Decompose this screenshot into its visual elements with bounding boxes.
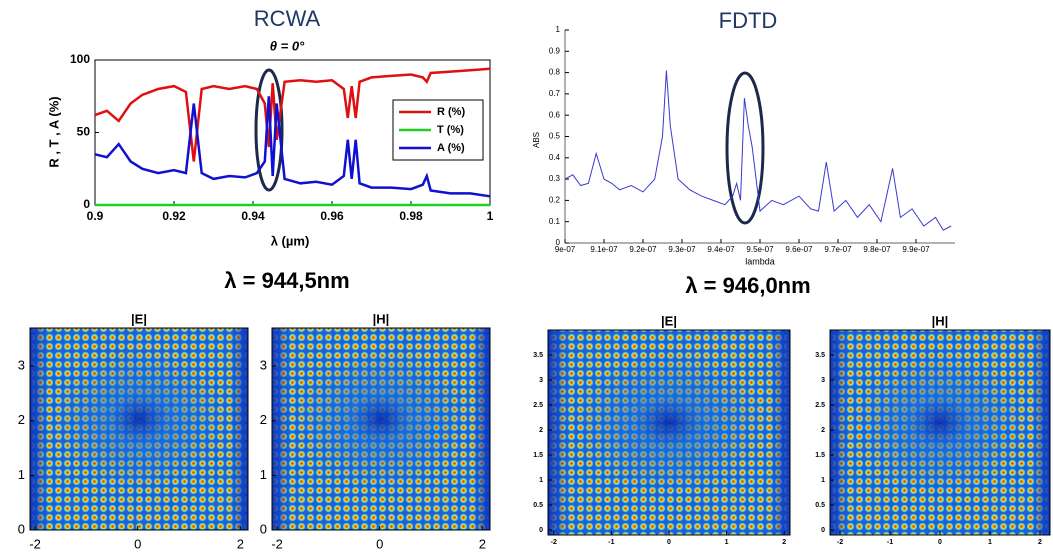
x-axis-label: λ (µm) <box>271 233 310 248</box>
x-tick-label: -1 <box>608 539 614 546</box>
x-tick-label: 0.96 <box>320 209 344 223</box>
x-tick-label: 9.5e-07 <box>746 245 774 254</box>
legend: R (%) T (%) A (%) <box>392 99 484 161</box>
y-tick-label: 3 <box>821 377 825 384</box>
y-tick-label: 1.5 <box>815 452 825 459</box>
x-tick-label: -2 <box>29 536 41 551</box>
y-tick-label: 1.5 <box>533 452 543 459</box>
heatmap-edge <box>830 330 1050 535</box>
x-tick-label: 9.3e-07 <box>668 245 696 254</box>
highlight-ellipse <box>254 68 284 192</box>
y-tick-label: 0.1 <box>549 217 561 226</box>
x-tick-label: 9.6e-07 <box>785 245 813 254</box>
x-tick-label: 9.7e-07 <box>824 245 852 254</box>
y-tick-label: 0.5 <box>533 502 543 509</box>
x-tick-label: -2 <box>837 539 843 546</box>
y-tick-label: 0 <box>539 527 543 534</box>
series-line <box>564 70 952 231</box>
y-tick-label: 1 <box>556 25 561 34</box>
series-line <box>94 96 491 198</box>
x-tick-label: 0.98 <box>399 209 423 223</box>
legend-label: R (%) <box>437 106 465 118</box>
caption: λ = 944,5nm <box>224 268 349 293</box>
x-tick-label: 9.1e-07 <box>590 245 618 254</box>
y-tick-label: 0 <box>556 238 561 247</box>
x-tick-label: 2 <box>237 536 244 551</box>
y-tick-label: 50 <box>77 125 91 139</box>
x-tick-label: 1 <box>725 539 729 546</box>
y-tick-label: 3 <box>18 358 25 373</box>
x-tick-label: 0 <box>938 539 942 546</box>
x-tick-label: 9.8e-07 <box>863 245 891 254</box>
y-tick-label: 2 <box>821 427 825 434</box>
y-tick-label: 0.4 <box>549 153 561 162</box>
x-tick-label: 0 <box>134 536 141 551</box>
caption: λ = 946,0nm <box>685 273 810 298</box>
y-tick-label: 2 <box>260 412 267 427</box>
x-tick-label: 9.9e-07 <box>902 245 930 254</box>
chart-title: |E| <box>661 313 677 328</box>
x-tick-label: 1 <box>988 539 992 546</box>
heatmap-edge <box>30 328 248 530</box>
y-tick-label: 2 <box>18 412 25 427</box>
plot-frame <box>271 327 491 531</box>
heatmap-edge <box>548 330 790 535</box>
y-tick-label: 0.2 <box>549 196 561 205</box>
series-line <box>94 67 491 162</box>
suptitle: RCWA <box>254 6 321 31</box>
y-axis-label: R , T , A (%) <box>46 96 61 167</box>
x-tick-label: 2 <box>479 536 486 551</box>
y-tick-label: 3.5 <box>533 352 543 359</box>
x-tick-label: 9e-07 <box>555 245 576 254</box>
y-tick-label: 0.6 <box>549 110 561 119</box>
x-tick-label: 0 <box>667 539 671 546</box>
legend-label: A (%) <box>437 142 465 154</box>
y-tick-label: 100 <box>70 52 90 66</box>
y-tick-label: 1 <box>821 477 825 484</box>
heatmap-edge <box>272 328 490 530</box>
chart-title: |E| <box>131 311 147 326</box>
x-tick-label: 0.94 <box>241 209 265 223</box>
x-tick-label: 0.92 <box>162 209 186 223</box>
y-tick-label: 0 <box>83 197 90 211</box>
x-tick-label: 0.9 <box>87 209 104 223</box>
y-axis-label: ABS <box>532 132 541 148</box>
x-tick-label: -1 <box>887 539 893 546</box>
chart-title: θ = 0° <box>270 38 305 53</box>
y-tick-label: 0 <box>821 527 825 534</box>
y-tick-label: 1 <box>18 467 25 482</box>
x-tick-label: 9.2e-07 <box>629 245 657 254</box>
legend-label: T (%) <box>437 124 464 136</box>
plot-frame <box>29 327 249 531</box>
y-tick-label: 1 <box>539 477 543 484</box>
x-tick-label: 1 <box>487 209 494 223</box>
y-tick-label: 0.5 <box>815 502 825 509</box>
x-axis-label: lambda <box>745 256 775 266</box>
y-tick-label: 0.7 <box>549 89 561 98</box>
y-tick-label: 2 <box>539 427 543 434</box>
suptitle: FDTD <box>719 8 778 33</box>
chart-title: |H| <box>932 313 949 328</box>
y-tick-label: 3 <box>260 358 267 373</box>
chart-title: |H| <box>373 311 390 326</box>
x-tick-label: 2 <box>782 539 786 546</box>
y-tick-label: 0 <box>260 521 267 536</box>
x-tick-label: -2 <box>271 536 283 551</box>
y-tick-label: 3.5 <box>815 352 825 359</box>
y-tick-label: 0.9 <box>549 46 561 55</box>
y-tick-label: 0.8 <box>549 68 561 77</box>
x-tick-label: 0 <box>376 536 383 551</box>
y-tick-label: 0.5 <box>549 132 561 141</box>
x-tick-label: 9.4e-07 <box>707 245 735 254</box>
highlight-ellipse <box>725 71 765 225</box>
y-tick-label: 0 <box>18 521 25 536</box>
y-tick-label: 2.5 <box>815 402 825 409</box>
y-tick-label: 2.5 <box>533 402 543 409</box>
x-tick-label: -2 <box>551 539 557 546</box>
y-tick-label: 3 <box>539 377 543 384</box>
y-tick-label: 0.3 <box>549 174 561 183</box>
x-tick-label: 2 <box>1038 539 1042 546</box>
y-tick-label: 1 <box>260 467 267 482</box>
